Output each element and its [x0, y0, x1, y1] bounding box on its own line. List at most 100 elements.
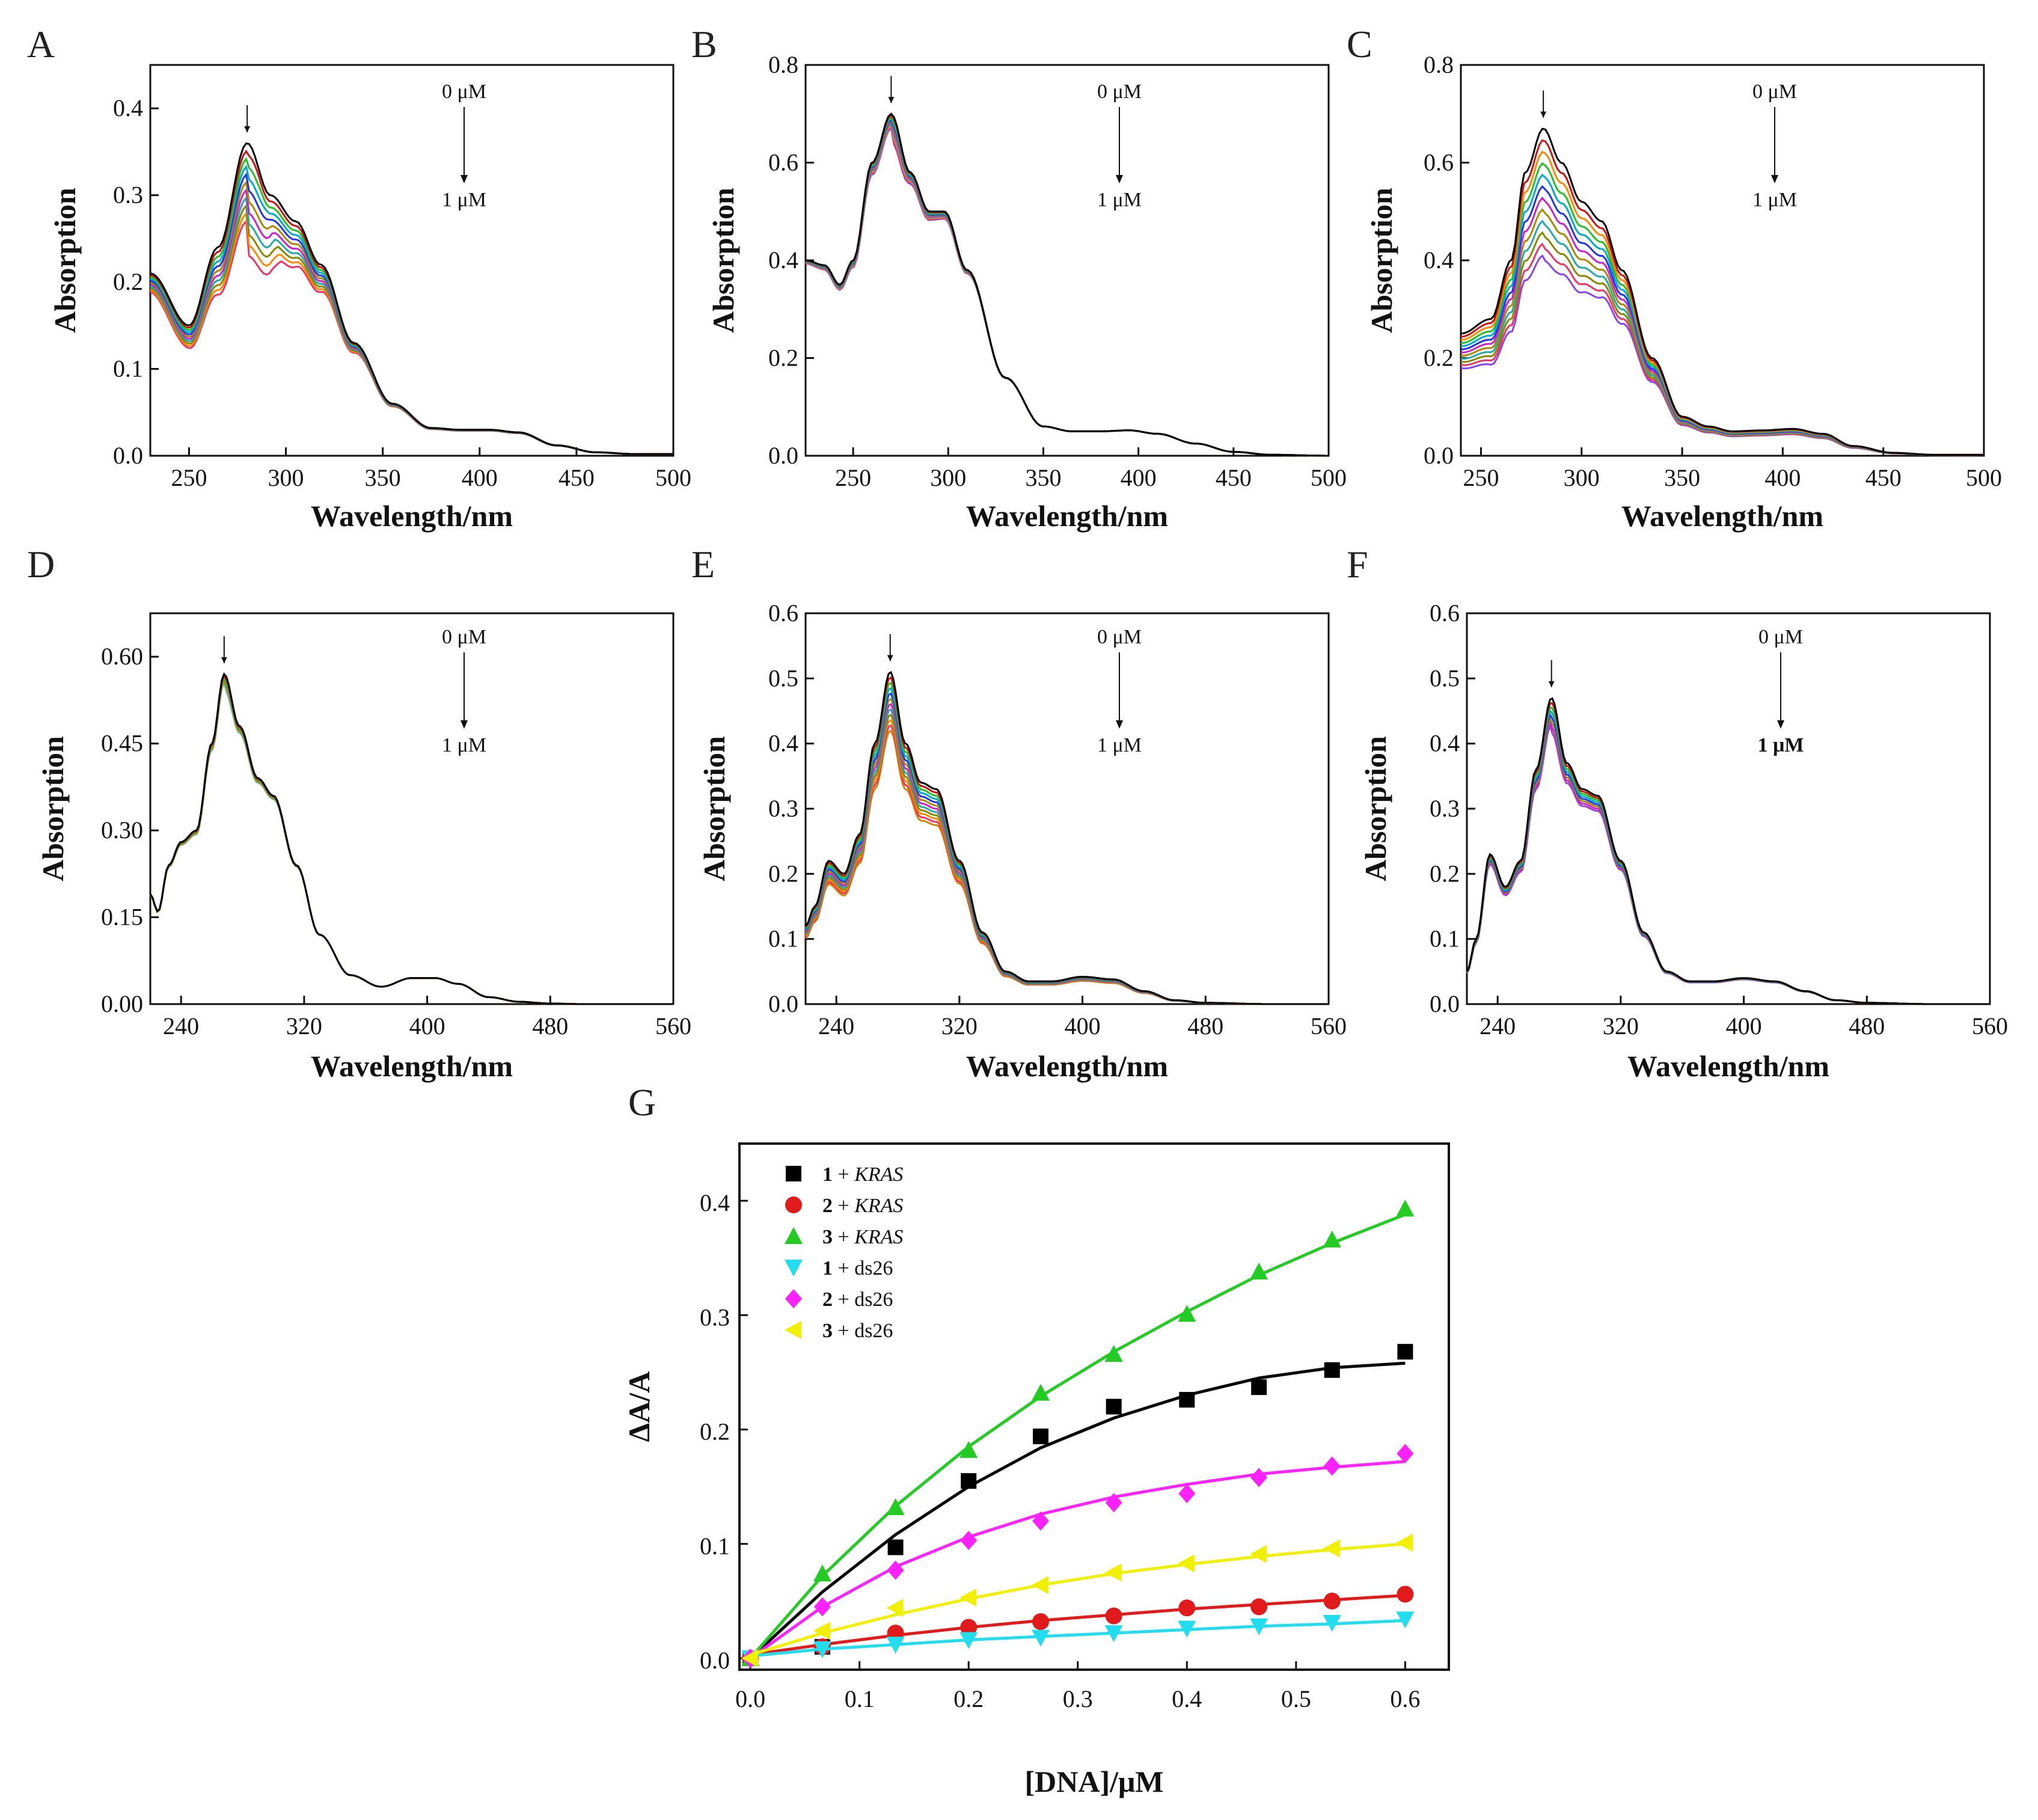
y-axis-title: ΔA/A [622, 1371, 656, 1442]
spectrum-curve [1466, 712, 1989, 1005]
x-tick-label: 0.3 [1063, 1685, 1093, 1712]
data-point-series-3 [1250, 1263, 1268, 1280]
data-point-series-3 [1396, 1200, 1415, 1217]
x-tick-label: 250 [171, 464, 207, 491]
x-tick-label: 400 [1121, 464, 1157, 491]
x-tick-label: 560 [655, 1013, 691, 1040]
data-point-series-4 [886, 1637, 905, 1654]
data-point-series-1 [887, 1539, 904, 1555]
fit-line-series-1 [749, 1361, 1406, 1659]
y-tick-label: 0.1 [768, 925, 798, 952]
legend-label-series-4: 1 + ds26 [822, 1257, 893, 1279]
legend-target: KRAS [854, 1226, 903, 1248]
peak-arrow-head [244, 126, 251, 132]
data-point-series-3 [1323, 1230, 1341, 1248]
spectrum-curve [1460, 231, 1983, 456]
y-tick-label: 0.0 [1430, 990, 1460, 1017]
legend-target: KRAS [854, 1195, 903, 1217]
x-tick-label: 0.5 [1281, 1685, 1311, 1712]
x-tick-label: 250 [1463, 464, 1499, 491]
x-tick-label: 450 [1865, 464, 1902, 491]
legend-marker-series-3 [785, 1227, 803, 1244]
x-axis-title: Wavelength/nm [1621, 499, 1823, 533]
annotation-start: 0 μM [442, 81, 486, 103]
spectrum-curve [1460, 242, 1983, 456]
annotation-arrow-head [1116, 175, 1123, 183]
legend-target: ds26 [854, 1288, 893, 1311]
legend-compound-number: 1 [822, 1257, 833, 1279]
legend-plus: + [833, 1288, 854, 1311]
x-tick-label: 480 [1849, 1013, 1885, 1040]
peak-arrow-head [1540, 111, 1547, 118]
legend-compound-number: 3 [822, 1320, 833, 1342]
fit-line-series-4 [750, 1619, 1406, 1658]
spectrum-curve [805, 117, 1328, 457]
data-point-series-5 [1250, 1468, 1268, 1488]
data-point-series-6 [886, 1599, 904, 1617]
legend-label-series-5: 2 + ds26 [822, 1288, 893, 1311]
data-point-series-4 [1323, 1615, 1341, 1632]
data-point-series-2 [960, 1619, 978, 1636]
y-axis-title: Absorption [1365, 188, 1398, 333]
spectrum-curve [804, 724, 1327, 1005]
x-tick-label: 450 [558, 464, 595, 491]
y-tick-label: 0.60 [101, 643, 143, 670]
y-tick-label: 0.1 [1430, 925, 1460, 952]
y-tick-label: 0.4 [700, 1189, 730, 1216]
x-tick-label: 480 [532, 1013, 568, 1040]
spectrum-curve [805, 123, 1328, 457]
spectrum-curve [149, 679, 672, 1005]
legend-plus: + [833, 1257, 854, 1279]
fit-line-series-3 [749, 1213, 1406, 1659]
panel-letter-D: D [27, 543, 55, 586]
fit-line-series-6 [750, 1542, 1406, 1656]
panel-F: F 240 320 400 480 560 0.0 0.1 0.2 0.3 0.4 0.5 0.6 Wav… [1347, 543, 2008, 1083]
legend-marker-series-4 [785, 1260, 803, 1276]
y-axis-title: Absorption [697, 736, 731, 881]
panel-letter-F: F [1347, 543, 1368, 586]
data-point-series-5 [887, 1560, 904, 1580]
spectrum-curve [805, 112, 1328, 457]
x-tick-label: 400 [1065, 1013, 1101, 1040]
panel-G: G 0.0 0.1 0.2 0.3 0.4 0.5 0.6 0.0 0.1 0.2 0.3 0.4 [DN… [622, 1081, 1450, 1798]
y-axis-title: Absorption [1359, 736, 1392, 881]
x-tick-label: 0.6 [1390, 1685, 1420, 1712]
plot-frame [738, 1142, 1450, 1671]
spectrum-curve [150, 149, 673, 455]
x-tick-label: 500 [1311, 464, 1347, 491]
y-tick-label: 0.6 [1424, 149, 1454, 176]
annotation-end: 1 μM [442, 189, 486, 211]
y-tick-label: 0.2 [768, 345, 798, 372]
data-point-series-1 [1106, 1399, 1122, 1415]
x-tick-label: 0.4 [1172, 1685, 1202, 1712]
x-axis-title: Wavelength/nm [966, 1049, 1168, 1083]
x-tick-label: 500 [655, 464, 691, 491]
annotation-arrow-head [1777, 720, 1784, 729]
spectrum-curve [1460, 254, 1983, 456]
spectrum-curve [1466, 719, 1989, 1005]
data-point-series-6 [1396, 1533, 1413, 1552]
x-tick-label: 320 [941, 1013, 978, 1040]
spectrum-curve [1466, 697, 1989, 1005]
y-tick-label: 0.3 [113, 182, 143, 209]
annotation-arrow-head [461, 175, 468, 183]
y-tick-label: 0.0 [768, 990, 798, 1017]
legend-compound-number: 2 [822, 1195, 833, 1217]
legend-label-series-2: 2 + KRAS [822, 1195, 903, 1217]
x-tick-label: 350 [1664, 464, 1700, 491]
data-point-series-4 [813, 1641, 831, 1658]
spectrum-curve [805, 118, 1328, 457]
data-point-series-3 [1032, 1383, 1050, 1401]
x-tick-label: 560 [1972, 1013, 2008, 1040]
fit-line-series-5 [749, 1460, 1406, 1660]
x-tick-label: 450 [1216, 464, 1252, 491]
annotation-end: 1 μM [1097, 189, 1142, 211]
panel-letter-G: G [628, 1081, 656, 1124]
y-tick-label: 0.1 [700, 1533, 730, 1560]
annotation-arrow-head [1771, 175, 1778, 183]
legend-label-series-1: 1 + KRAS [822, 1163, 903, 1186]
spectrum-curve [1460, 139, 1983, 456]
data-point-series-2 [1178, 1599, 1196, 1617]
legend-marker-series-5 [785, 1289, 802, 1308]
legend-plus: + [833, 1320, 854, 1342]
